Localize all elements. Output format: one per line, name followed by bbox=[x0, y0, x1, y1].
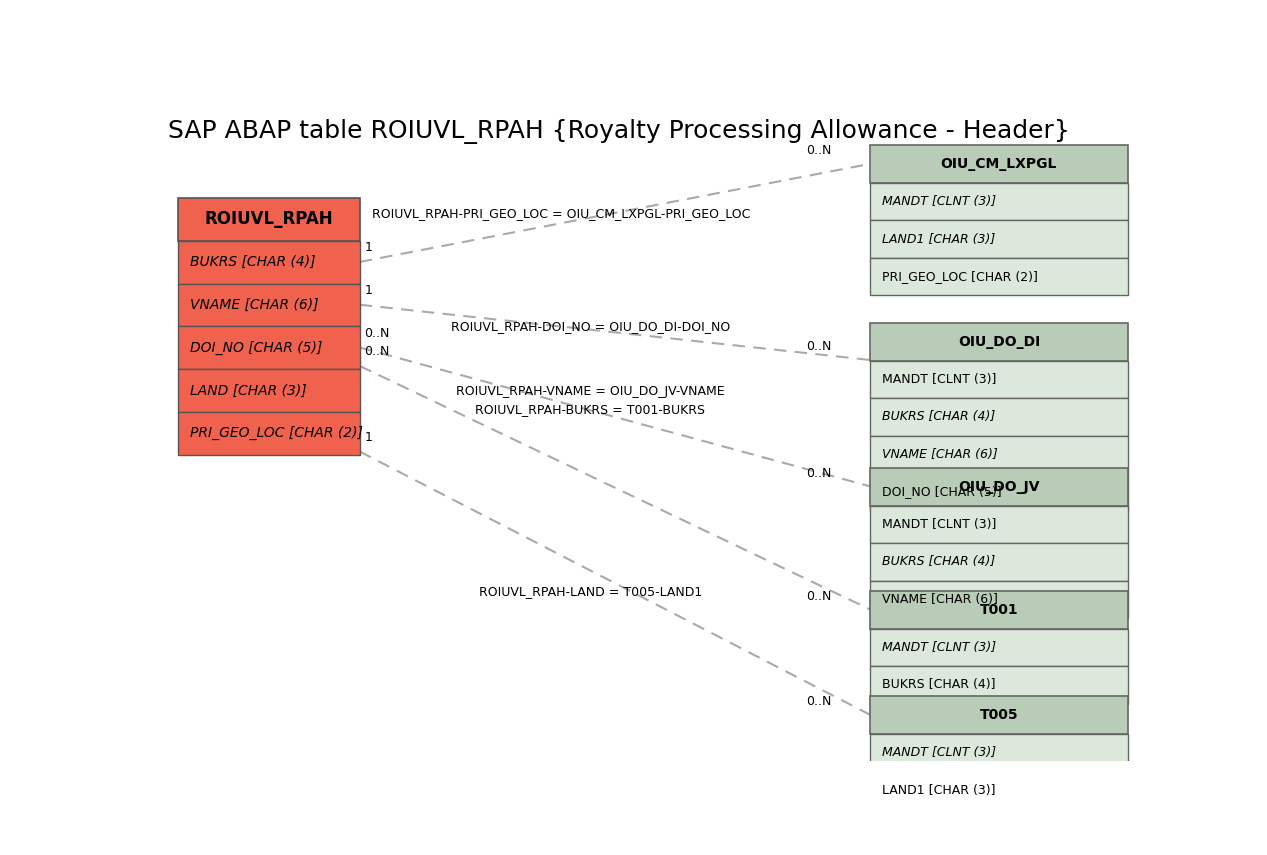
FancyBboxPatch shape bbox=[870, 697, 1128, 734]
Text: 1: 1 bbox=[365, 431, 372, 444]
FancyBboxPatch shape bbox=[870, 436, 1128, 474]
Text: VNAME [CHAR (6)]: VNAME [CHAR (6)] bbox=[882, 593, 998, 606]
Text: ROIUVL_RPAH-PRI_GEO_LOC = OIU_CM_LXPGL-PRI_GEO_LOC: ROIUVL_RPAH-PRI_GEO_LOC = OIU_CM_LXPGL-P… bbox=[371, 207, 750, 220]
FancyBboxPatch shape bbox=[177, 284, 360, 327]
Text: 0..N: 0..N bbox=[806, 695, 832, 708]
Text: SAP ABAP table ROIUVL_RPAH {Royalty Processing Allowance - Header}: SAP ABAP table ROIUVL_RPAH {Royalty Proc… bbox=[169, 119, 1071, 144]
Text: LAND [CHAR (3)]: LAND [CHAR (3)] bbox=[190, 384, 307, 398]
FancyBboxPatch shape bbox=[177, 369, 360, 412]
FancyBboxPatch shape bbox=[870, 145, 1128, 183]
Text: LAND1 [CHAR (3)]: LAND1 [CHAR (3)] bbox=[882, 784, 996, 797]
Text: 1: 1 bbox=[365, 284, 372, 297]
FancyBboxPatch shape bbox=[870, 543, 1128, 581]
Text: 1: 1 bbox=[365, 241, 372, 254]
FancyBboxPatch shape bbox=[870, 474, 1128, 510]
Text: DOI_NO [CHAR (5)]: DOI_NO [CHAR (5)] bbox=[882, 486, 1002, 498]
Text: LAND1 [CHAR (3)]: LAND1 [CHAR (3)] bbox=[882, 233, 996, 245]
Text: 0..N: 0..N bbox=[806, 590, 832, 603]
FancyBboxPatch shape bbox=[177, 198, 360, 241]
Text: ROIUVL_RPAH-VNAME = OIU_DO_JV-VNAME: ROIUVL_RPAH-VNAME = OIU_DO_JV-VNAME bbox=[456, 385, 725, 398]
Text: MANDT [CLNT (3)]: MANDT [CLNT (3)] bbox=[882, 518, 996, 531]
Text: 0..N: 0..N bbox=[365, 345, 390, 358]
Text: PRI_GEO_LOC [CHAR (2)]: PRI_GEO_LOC [CHAR (2)] bbox=[190, 427, 362, 440]
Text: ROIUVL_RPAH-DOI_NO = OIU_DO_DI-DOI_NO: ROIUVL_RPAH-DOI_NO = OIU_DO_DI-DOI_NO bbox=[451, 320, 730, 333]
Text: 0..N: 0..N bbox=[806, 467, 832, 480]
FancyBboxPatch shape bbox=[177, 327, 360, 369]
FancyBboxPatch shape bbox=[870, 771, 1128, 809]
Text: 0..N: 0..N bbox=[365, 327, 390, 339]
Text: BUKRS [CHAR (4)]: BUKRS [CHAR (4)] bbox=[882, 555, 996, 569]
FancyBboxPatch shape bbox=[870, 468, 1128, 505]
FancyBboxPatch shape bbox=[870, 183, 1128, 221]
Text: OIU_CM_LXPGL: OIU_CM_LXPGL bbox=[940, 157, 1057, 171]
Text: OIU_DO_DI: OIU_DO_DI bbox=[958, 335, 1040, 349]
Text: T001: T001 bbox=[979, 603, 1019, 616]
Text: MANDT [CLNT (3)]: MANDT [CLNT (3)] bbox=[882, 373, 996, 386]
Text: 0..N: 0..N bbox=[806, 340, 832, 353]
FancyBboxPatch shape bbox=[870, 221, 1128, 258]
Text: MANDT [CLNT (3)]: MANDT [CLNT (3)] bbox=[882, 641, 996, 654]
Text: MANDT [CLNT (3)]: MANDT [CLNT (3)] bbox=[882, 195, 996, 208]
FancyBboxPatch shape bbox=[870, 361, 1128, 398]
Text: BUKRS [CHAR (4)]: BUKRS [CHAR (4)] bbox=[882, 410, 996, 423]
Text: ROIUVL_RPAH-LAND = T005-LAND1: ROIUVL_RPAH-LAND = T005-LAND1 bbox=[479, 585, 702, 598]
Text: ROIUVL_RPAH: ROIUVL_RPAH bbox=[204, 210, 333, 228]
Text: ROIUVL_RPAH-BUKRS = T001-BUKRS: ROIUVL_RPAH-BUKRS = T001-BUKRS bbox=[475, 403, 706, 416]
FancyBboxPatch shape bbox=[870, 398, 1128, 436]
FancyBboxPatch shape bbox=[870, 591, 1128, 628]
Text: BUKRS [CHAR (4)]: BUKRS [CHAR (4)] bbox=[190, 256, 315, 269]
Text: 0..N: 0..N bbox=[806, 144, 832, 157]
FancyBboxPatch shape bbox=[870, 505, 1128, 543]
Text: OIU_DO_JV: OIU_DO_JV bbox=[958, 480, 1040, 493]
FancyBboxPatch shape bbox=[177, 241, 360, 284]
FancyBboxPatch shape bbox=[870, 734, 1128, 771]
FancyBboxPatch shape bbox=[870, 581, 1128, 618]
Text: VNAME [CHAR (6)]: VNAME [CHAR (6)] bbox=[190, 298, 318, 312]
FancyBboxPatch shape bbox=[177, 412, 360, 455]
Text: PRI_GEO_LOC [CHAR (2)]: PRI_GEO_LOC [CHAR (2)] bbox=[882, 270, 1038, 283]
Text: VNAME [CHAR (6)]: VNAME [CHAR (6)] bbox=[882, 448, 998, 461]
FancyBboxPatch shape bbox=[870, 666, 1128, 704]
Text: MANDT [CLNT (3)]: MANDT [CLNT (3)] bbox=[882, 746, 996, 759]
FancyBboxPatch shape bbox=[870, 628, 1128, 666]
Text: DOI_NO [CHAR (5)]: DOI_NO [CHAR (5)] bbox=[190, 341, 322, 355]
FancyBboxPatch shape bbox=[870, 323, 1128, 361]
Text: T005: T005 bbox=[979, 708, 1019, 722]
Text: BUKRS [CHAR (4)]: BUKRS [CHAR (4)] bbox=[882, 678, 996, 692]
FancyBboxPatch shape bbox=[870, 258, 1128, 296]
